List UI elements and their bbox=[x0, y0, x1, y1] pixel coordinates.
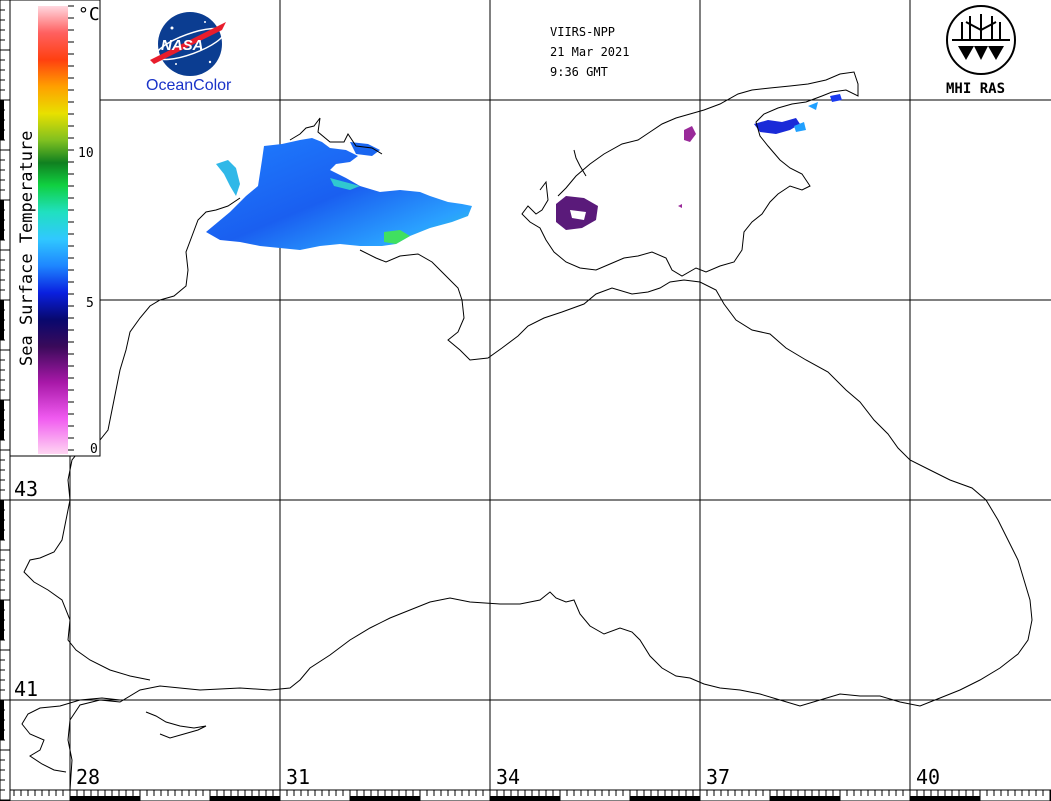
acquisition-info: VIIRS-NPP 21 Mar 2021 9:36 GMT bbox=[550, 25, 629, 79]
mhi-ras-logo: MHI RAS bbox=[946, 5, 1016, 97]
lon-label-37: 37 bbox=[706, 765, 730, 789]
coastline bbox=[21, 71, 1033, 791]
colorbar-tick-10: 10 bbox=[78, 146, 94, 161]
oceancolor-text: OceanColor bbox=[146, 77, 232, 94]
nasa-wordmark: NASA bbox=[161, 37, 204, 54]
colorbar: 10 5 0 °C Sea Surface Temperature bbox=[9, 0, 101, 457]
lon-label-28: 28 bbox=[76, 765, 100, 789]
colorbar-title: Sea Surface Temperature bbox=[17, 131, 37, 366]
latitude-labels: 43 41 bbox=[14, 477, 38, 701]
lat-label-41: 41 bbox=[14, 677, 38, 701]
mhi-ras-text: MHI RAS bbox=[946, 81, 1005, 97]
sst-patches bbox=[206, 94, 842, 250]
acquisition-date: 21 Mar 2021 bbox=[550, 45, 629, 59]
lon-label-31: 31 bbox=[286, 765, 310, 789]
left-ruler bbox=[0, 0, 11, 801]
longitude-labels: 28 31 34 37 40 bbox=[76, 765, 940, 789]
satellite-name: VIIRS-NPP bbox=[550, 25, 615, 39]
lon-label-34: 34 bbox=[496, 765, 520, 789]
colorbar-unit: °C bbox=[78, 4, 100, 25]
acquisition-time: 9:36 GMT bbox=[550, 65, 608, 79]
lat-label-43: 43 bbox=[14, 477, 38, 501]
sst-patch-northwest bbox=[206, 138, 472, 250]
lon-label-40: 40 bbox=[916, 765, 940, 789]
colorbar-tick-0: 0 bbox=[90, 442, 98, 457]
grid-lines bbox=[10, 0, 1051, 790]
colorbar-gradient bbox=[38, 6, 68, 454]
nasa-logo: NASA OceanColor bbox=[146, 12, 232, 94]
sst-patch-azov-east bbox=[754, 118, 800, 134]
bottom-ruler bbox=[0, 789, 1051, 801]
colorbar-tick-5: 5 bbox=[86, 296, 94, 311]
